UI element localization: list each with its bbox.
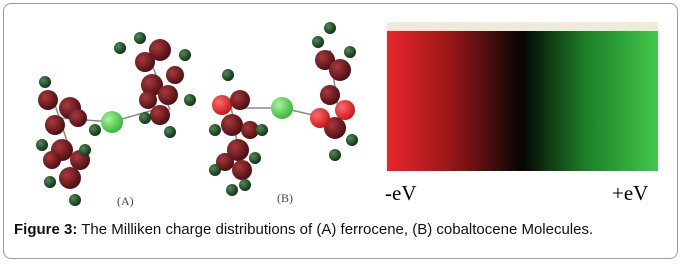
hydrogen-atom xyxy=(312,36,324,48)
color-scale xyxy=(387,31,658,171)
hydrogen-atom xyxy=(209,164,221,176)
hydrogen-atom xyxy=(346,134,358,146)
carbon-atom xyxy=(329,59,351,81)
hydrogen-atom xyxy=(256,124,268,136)
carbon-atom xyxy=(221,114,243,136)
carbon-atom xyxy=(212,95,232,115)
carbon-atom xyxy=(230,90,250,110)
hydrogen-atom xyxy=(79,144,91,156)
hydrogen-atom xyxy=(324,22,336,34)
carbon-atom xyxy=(45,115,65,135)
caption-text: The Milliken charge distributions of (A)… xyxy=(81,221,593,238)
scale-top-strip xyxy=(387,22,658,31)
scale-max-label: +eV xyxy=(612,181,648,205)
metal-atom xyxy=(101,111,123,133)
hydrogen-atom xyxy=(179,49,191,61)
figure-caption: Figure 3: The Milliken charge distributi… xyxy=(14,220,674,240)
carbon-atom xyxy=(335,100,355,120)
figure-image: -eV +eV (A) (B) xyxy=(0,0,683,215)
carbon-atom xyxy=(139,91,157,109)
carbon-atom xyxy=(232,160,252,180)
hydrogen-atom xyxy=(249,152,261,164)
hydrogen-atom xyxy=(239,179,251,191)
carbon-atom xyxy=(310,108,330,128)
scale-min-label: -eV xyxy=(385,181,416,205)
hydrogen-atom xyxy=(39,76,51,88)
hydrogen-atom xyxy=(344,46,356,58)
molecule-models xyxy=(36,22,358,206)
hydrogen-atom xyxy=(89,124,101,136)
carbon-atom xyxy=(38,90,58,110)
carbon-atom xyxy=(69,109,87,127)
carbon-atom xyxy=(43,151,61,169)
hydrogen-atom xyxy=(114,42,126,54)
carbon-atom xyxy=(149,39,171,61)
carbon-atom xyxy=(59,167,81,189)
carbon-atom xyxy=(320,85,340,105)
hydrogen-atom xyxy=(226,184,238,196)
panel-label: (B) xyxy=(277,191,293,205)
hydrogen-atom xyxy=(329,149,341,161)
carbon-atom xyxy=(158,85,178,105)
hydrogen-atom xyxy=(209,124,221,136)
hydrogen-atom xyxy=(184,94,196,106)
hydrogen-atom xyxy=(69,194,81,206)
page: {"figure": { "panels": [{"label": "(A)"}… xyxy=(0,0,683,264)
hydrogen-atom xyxy=(44,176,56,188)
hydrogen-atom xyxy=(36,139,48,151)
hydrogen-atom xyxy=(222,69,234,81)
hydrogen-atom xyxy=(139,112,151,124)
panel-label: (A) xyxy=(117,194,134,208)
caption-label: Figure 3: xyxy=(14,221,77,238)
hydrogen-atom xyxy=(134,32,146,44)
carbon-atom xyxy=(150,105,170,125)
metal-atom xyxy=(271,97,293,119)
hydrogen-atom xyxy=(164,126,176,138)
carbon-atom xyxy=(166,66,184,84)
